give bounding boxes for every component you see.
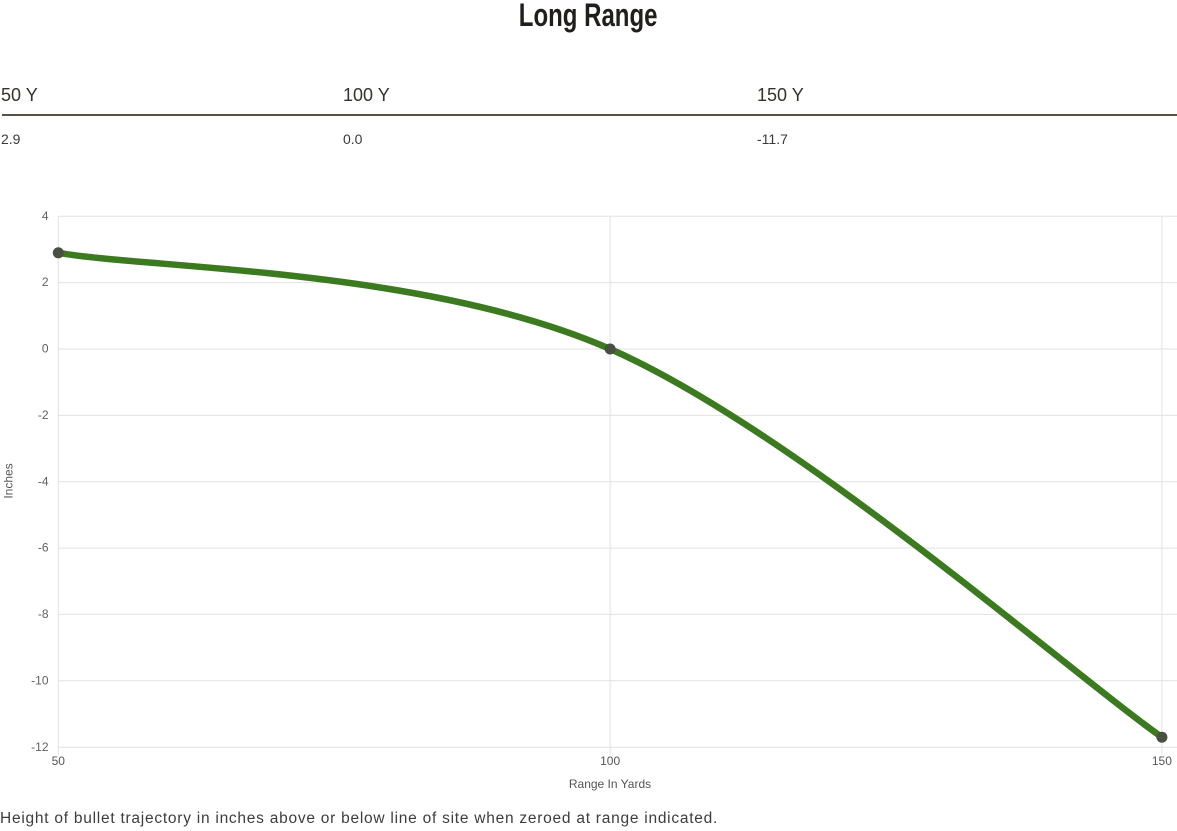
svg-text:0: 0 bbox=[42, 342, 49, 356]
svg-text:150: 150 bbox=[1152, 754, 1172, 768]
svg-text:-10: -10 bbox=[31, 673, 49, 687]
svg-text:-8: -8 bbox=[38, 607, 49, 621]
svg-text:-4: -4 bbox=[38, 474, 49, 488]
svg-text:-12: -12 bbox=[31, 740, 49, 754]
svg-text:Range In Yards: Range In Yards bbox=[569, 777, 651, 791]
svg-text:-6: -6 bbox=[38, 541, 49, 555]
svg-text:2: 2 bbox=[42, 275, 49, 289]
svg-text:Inches: Inches bbox=[2, 463, 16, 498]
svg-text:-2: -2 bbox=[38, 408, 49, 422]
svg-text:50: 50 bbox=[52, 754, 66, 768]
svg-text:100: 100 bbox=[600, 754, 620, 768]
svg-text:4: 4 bbox=[42, 209, 49, 223]
